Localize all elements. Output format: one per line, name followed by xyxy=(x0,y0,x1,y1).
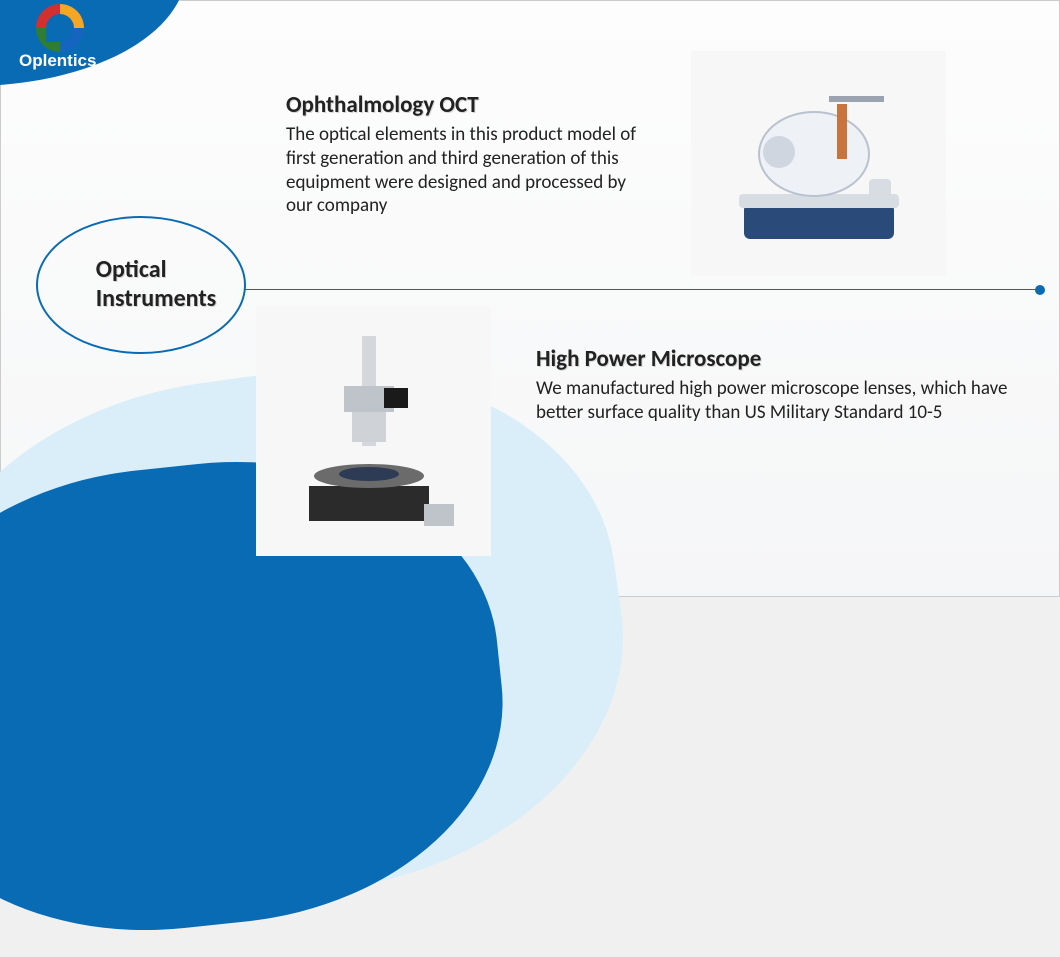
section-bottom-body: We manufactured high power microscope le… xyxy=(536,377,1021,425)
image-microscope xyxy=(256,306,491,556)
category-line1: Optical xyxy=(96,255,167,284)
logo-bg xyxy=(0,0,186,86)
logo: Oplentics xyxy=(1,1,186,76)
section-bottom-title: High Power Microscope xyxy=(536,345,1021,373)
oct-device-icon xyxy=(719,74,919,254)
divider-line xyxy=(245,289,1041,290)
section-bottom: High Power Microscope We manufactured hi… xyxy=(536,345,1021,425)
section-top-title: Ophthalmology OCT xyxy=(286,91,646,119)
logo-text: Oplentics xyxy=(19,51,96,71)
category-label: Optical Instruments xyxy=(96,256,216,314)
category-line2: Instruments xyxy=(96,284,216,313)
section-top: Ophthalmology OCT The optical elements i… xyxy=(286,91,646,218)
section-top-body: The optical elements in this product mod… xyxy=(286,123,646,218)
logo-mark-icon xyxy=(36,4,84,52)
category-circle: Optical Instruments xyxy=(36,216,246,354)
microscope-icon xyxy=(284,326,464,536)
image-oct xyxy=(691,51,946,276)
slide: Oplentics Optical Instruments Ophthalmol… xyxy=(0,0,1060,597)
